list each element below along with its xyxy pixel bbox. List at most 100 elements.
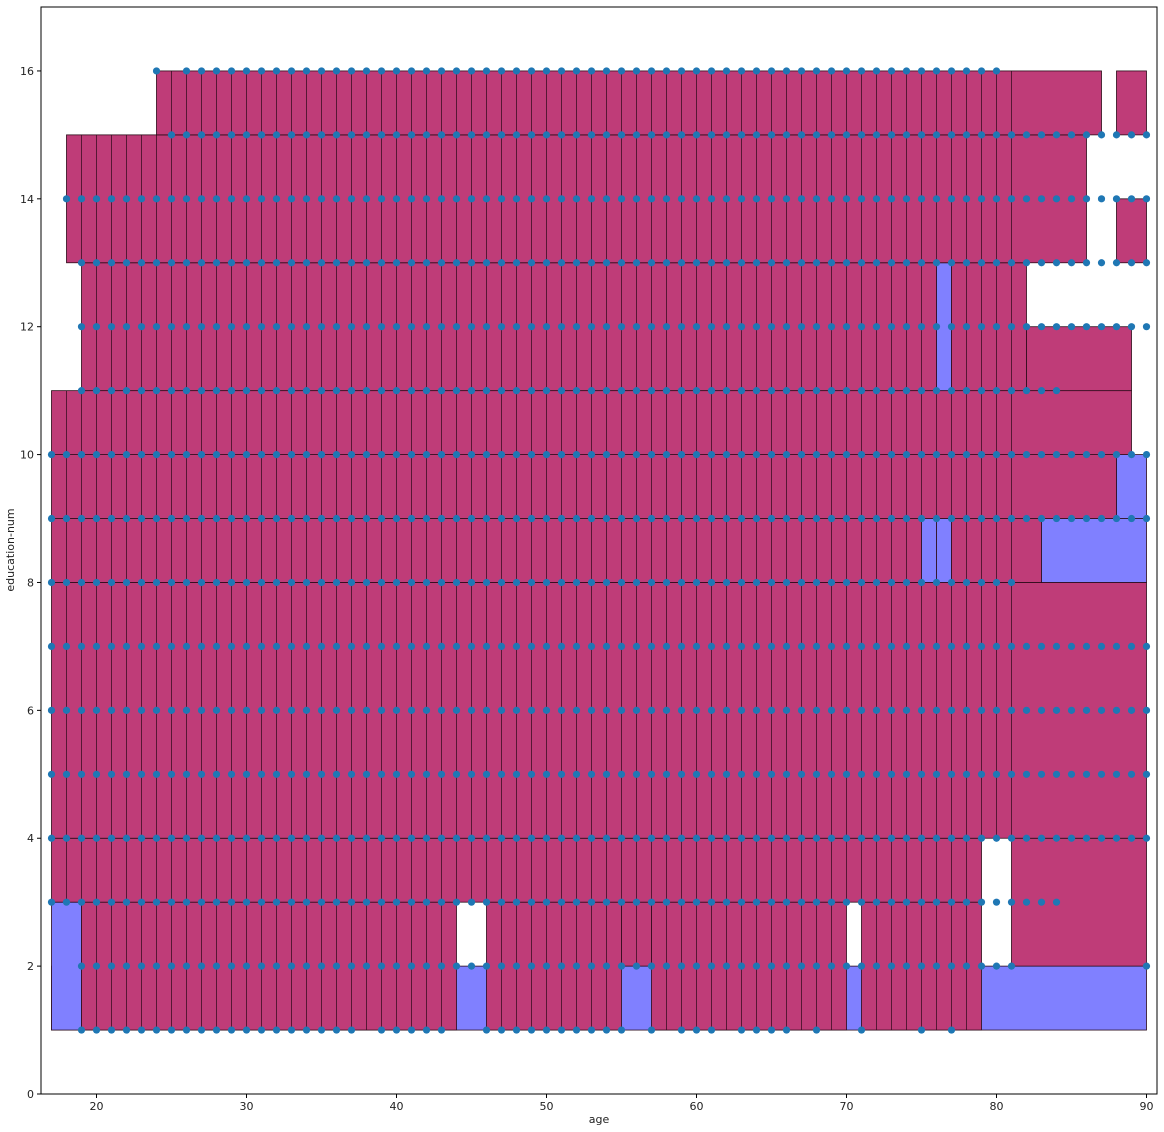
data-point xyxy=(1052,195,1061,203)
data-point xyxy=(887,770,896,778)
data-point xyxy=(797,387,806,395)
data-point xyxy=(617,450,626,459)
data-points xyxy=(47,67,1151,1034)
data-point xyxy=(152,450,161,459)
data-point xyxy=(722,898,731,906)
data-point xyxy=(527,770,536,778)
data-point xyxy=(422,450,431,459)
data-point xyxy=(227,834,236,842)
data-point xyxy=(347,642,356,651)
data-point xyxy=(647,195,656,203)
data-point xyxy=(212,898,221,906)
data-point xyxy=(362,962,371,970)
data-point xyxy=(1082,323,1091,331)
data-point xyxy=(137,706,146,714)
data-point xyxy=(512,642,521,651)
data-point xyxy=(767,706,776,714)
data-point xyxy=(362,131,371,139)
data-point xyxy=(842,770,851,778)
data-point xyxy=(812,131,821,139)
data-point xyxy=(1052,323,1061,331)
data-point xyxy=(512,131,521,139)
data-point xyxy=(572,67,581,75)
data-point xyxy=(557,578,566,587)
data-point xyxy=(1112,323,1121,331)
data-point xyxy=(707,195,716,203)
data-point xyxy=(647,67,656,75)
data-point xyxy=(1022,834,1031,842)
data-point xyxy=(497,962,506,970)
data-point xyxy=(632,770,641,778)
y-tick-label: 4 xyxy=(27,832,34,845)
data-point xyxy=(452,578,461,587)
data-point xyxy=(347,195,356,203)
data-point xyxy=(527,131,536,139)
data-point xyxy=(992,259,1001,267)
data-point xyxy=(977,131,986,139)
data-point xyxy=(797,898,806,906)
data-point xyxy=(1097,770,1106,778)
data-point xyxy=(512,706,521,714)
data-point xyxy=(1097,706,1106,714)
data-point xyxy=(587,578,596,587)
data-point xyxy=(317,834,326,842)
data-point xyxy=(722,770,731,778)
data-point xyxy=(497,259,506,267)
data-point xyxy=(227,259,236,267)
data-point xyxy=(332,834,341,842)
data-point xyxy=(182,1026,191,1034)
data-point xyxy=(302,642,311,651)
data-point xyxy=(1052,131,1061,139)
data-point xyxy=(662,578,671,587)
data-point xyxy=(1022,770,1031,778)
data-point xyxy=(797,642,806,651)
data-point xyxy=(677,323,686,331)
data-point xyxy=(707,834,716,842)
data-point xyxy=(92,770,101,778)
data-point xyxy=(1052,770,1061,778)
data-point xyxy=(392,770,401,778)
data-point xyxy=(572,642,581,651)
data-point xyxy=(332,962,341,970)
data-point xyxy=(782,259,791,267)
data-point xyxy=(737,259,746,267)
data-point xyxy=(947,770,956,778)
data-point xyxy=(767,1026,776,1034)
data-point xyxy=(137,834,146,842)
data-point xyxy=(857,514,866,523)
data-point xyxy=(242,962,251,970)
data-point xyxy=(272,387,281,395)
data-point xyxy=(662,706,671,714)
data-point xyxy=(827,898,836,906)
data-point xyxy=(812,259,821,267)
data-point xyxy=(902,642,911,651)
data-point xyxy=(92,514,101,523)
data-point xyxy=(512,450,521,459)
data-point xyxy=(992,67,1001,75)
data-point xyxy=(617,706,626,714)
data-point xyxy=(812,387,821,395)
data-point xyxy=(242,67,251,75)
data-point xyxy=(512,578,521,587)
data-point xyxy=(932,834,941,842)
data-point xyxy=(137,323,146,331)
data-point xyxy=(242,706,251,714)
data-point xyxy=(587,898,596,906)
data-point xyxy=(467,706,476,714)
data-point xyxy=(932,387,941,395)
data-point xyxy=(272,1026,281,1034)
data-point xyxy=(572,1026,581,1034)
data-point xyxy=(602,259,611,267)
data-point xyxy=(542,642,551,651)
data-point xyxy=(662,642,671,651)
data-point xyxy=(737,387,746,395)
data-point xyxy=(407,450,416,459)
data-point xyxy=(1022,898,1031,906)
data-point xyxy=(482,323,491,331)
data-point xyxy=(122,834,131,842)
data-point xyxy=(512,834,521,842)
data-point xyxy=(467,578,476,587)
data-point xyxy=(182,450,191,459)
data-point xyxy=(977,770,986,778)
data-point xyxy=(542,962,551,970)
